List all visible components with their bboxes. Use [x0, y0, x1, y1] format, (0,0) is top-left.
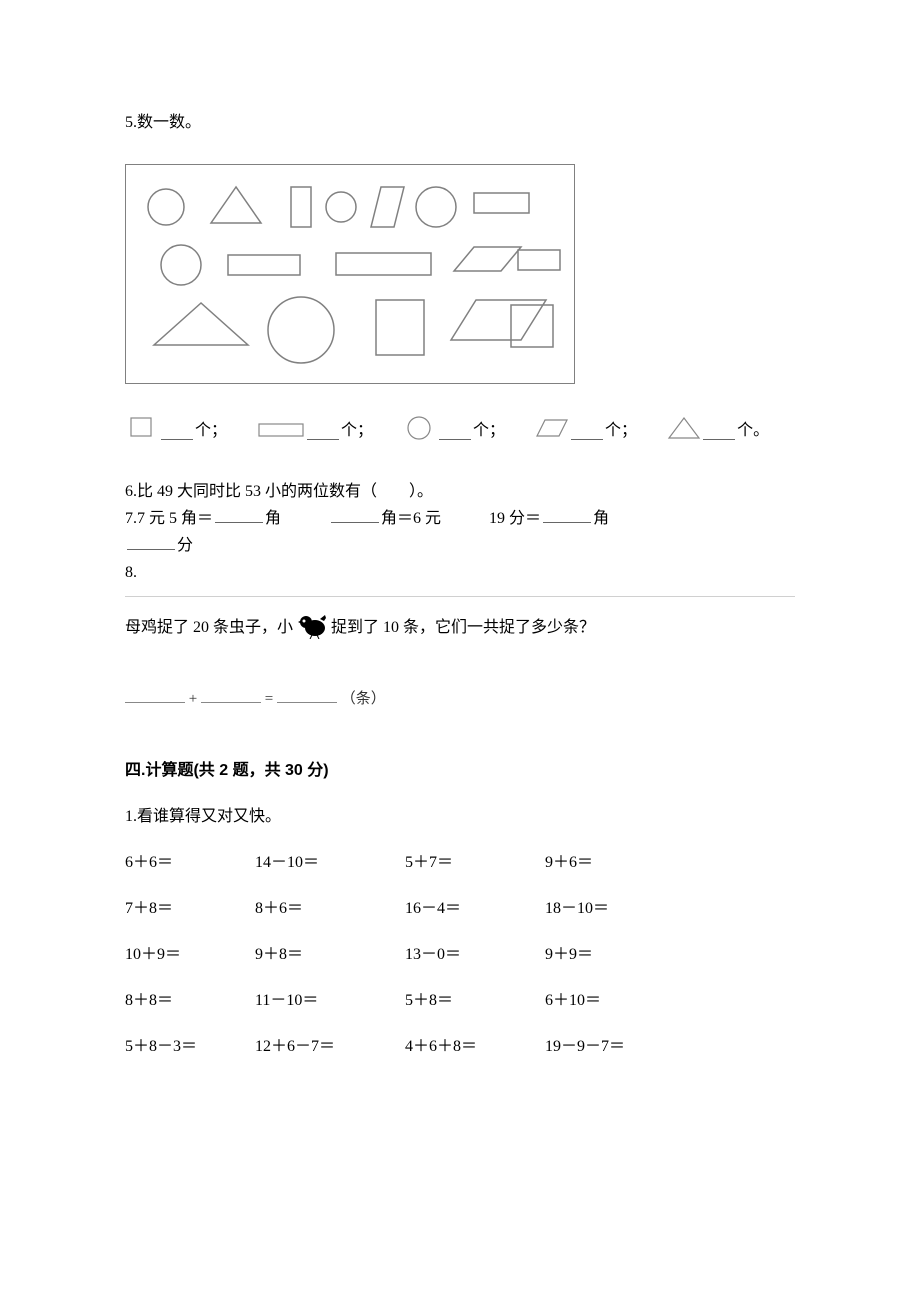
- circle-shape: [268, 297, 334, 363]
- q7-part2: 角＝6 元: [329, 505, 441, 532]
- answer-suffix: 个。: [737, 416, 769, 440]
- answer-item-parallelogram: 个；: [535, 414, 637, 440]
- q8-text-1: 母鸡捉了 20 条虫子，小: [125, 613, 293, 637]
- calc-row: 8＋8＝11－10＝ 5＋8＝6＋10＝: [125, 986, 795, 1010]
- circle-shape: [326, 192, 356, 222]
- calc-cell: 5＋8＝: [405, 986, 545, 1010]
- answer-suffix: 个；: [473, 416, 505, 440]
- q7-part3-prefix: 19 分＝: [489, 510, 541, 527]
- calc-cell: 13－0＝: [405, 940, 545, 964]
- q6-text: 6.比 49 大同时比 53 小的两位数有（ ）。: [125, 478, 795, 505]
- parallelogram-shape: [451, 300, 546, 340]
- blank: [125, 691, 185, 703]
- calc-cell: 8＋8＝: [125, 986, 255, 1010]
- calc-row: 5＋8－3＝12＋6－7＝ 4＋6＋8＝19－9－7＝: [125, 1032, 795, 1056]
- triangle-icon: [667, 414, 701, 440]
- q5-title: 5.数一数。: [125, 110, 795, 136]
- q7-part3-suffix: 分: [177, 537, 193, 554]
- calc-cell: 14－10＝: [255, 848, 405, 872]
- blank: [543, 522, 591, 523]
- circle-shape: [148, 189, 184, 225]
- section4-title: 四.计算题(共 2 题，共 30 分): [125, 756, 795, 780]
- divider: [125, 596, 795, 597]
- blank: [201, 691, 261, 703]
- rectangle-icon: [257, 414, 305, 440]
- calc-cell: 18－10＝: [545, 894, 685, 918]
- blank: [571, 439, 603, 440]
- shapes-svg: [126, 165, 576, 385]
- calc-row: 6＋6＝14－10＝5＋7＝9＋6＝: [125, 848, 795, 872]
- shapes-box: [125, 164, 575, 384]
- answer-item-rectangle: 个；: [257, 414, 373, 440]
- calc-row: 7＋8＝8＋6＝16－4＝18－10＝: [125, 894, 795, 918]
- q7-part1-suffix: 角: [265, 510, 281, 527]
- calc-cell: 11－10＝: [255, 986, 405, 1010]
- rect-shape: [376, 300, 424, 355]
- calc-cell: 9＋9＝: [545, 940, 685, 964]
- word-problem: 母鸡捉了 20 条虫子，小 捉到了 10 条，它们一共捉了多少条？: [125, 611, 795, 639]
- blank: [331, 522, 379, 523]
- q8-block: 母鸡捉了 20 条虫子，小 捉到了 10 条，它们一共捉了多少条？ + = （条…: [125, 611, 795, 708]
- answer-suffix: 个；: [605, 416, 637, 440]
- blank: [307, 439, 339, 440]
- calc-cell: 5＋7＝: [405, 848, 545, 872]
- blank: [161, 439, 193, 440]
- blank: [703, 439, 735, 440]
- rect-shape: [518, 250, 560, 270]
- calc-row: 10＋9＝ 9＋8＝13－0＝9＋9＝: [125, 940, 795, 964]
- answer-item-triangle: 个。: [667, 414, 769, 440]
- calc-cell: 12＋6－7＝: [255, 1032, 405, 1056]
- q7-part1-prefix: 7.7 元 5 角＝: [125, 510, 213, 527]
- circle-shape: [416, 187, 456, 227]
- q7-part3: 19 分＝ 角: [489, 505, 609, 532]
- calc-cell: 6＋10＝: [545, 986, 685, 1010]
- s4-q1-title: 1.看谁算得又对又快。: [125, 804, 795, 830]
- blank: [215, 522, 263, 523]
- chick-icon: [295, 611, 329, 639]
- triangle-shape: [154, 303, 248, 345]
- circle-shape: [161, 245, 201, 285]
- rect-shape: [336, 253, 431, 275]
- calc-grid: 6＋6＝14－10＝5＋7＝9＋6＝ 7＋8＝8＋6＝16－4＝18－10＝ 10＋…: [125, 848, 795, 1056]
- calc-cell: 9＋8＝: [255, 940, 405, 964]
- calc-cell: 5＋8－3＝: [125, 1032, 255, 1056]
- blank: [127, 549, 175, 550]
- answer-item-circle: 个；: [403, 414, 505, 440]
- rect-shape: [291, 187, 311, 227]
- calc-cell: 16－4＝: [405, 894, 545, 918]
- parallelogram-shape: [371, 187, 404, 227]
- calc-cell: 9＋6＝: [545, 848, 685, 872]
- equals-sign: =: [265, 691, 273, 707]
- blank: [277, 691, 337, 703]
- answer-item-square: 个；: [125, 414, 227, 440]
- q7-part3-mid: 角: [593, 510, 609, 527]
- calc-cell: 8＋6＝: [255, 894, 405, 918]
- fill-equation: + = （条）: [125, 687, 795, 708]
- answer-suffix: 个；: [341, 416, 373, 440]
- parallelogram-icon: [535, 414, 569, 440]
- q7-part2-suffix: 角＝6 元: [381, 510, 441, 527]
- equation-suffix: （条）: [341, 691, 386, 707]
- q7-line2: 分: [125, 532, 795, 559]
- plus-sign: +: [189, 691, 197, 707]
- answer-suffix: 个；: [195, 416, 227, 440]
- circle-icon: [403, 414, 437, 440]
- calc-cell: 19－9－7＝: [545, 1032, 685, 1056]
- triangle-shape: [211, 187, 261, 223]
- q8-label: 8.: [125, 559, 795, 586]
- rect-shape: [228, 255, 300, 275]
- calc-cell: 10＋9＝: [125, 940, 255, 964]
- q8-text-2: 捉到了 10 条，它们一共捉了多少条？: [331, 613, 595, 637]
- calc-cell: 4＋6＋8＝: [405, 1032, 545, 1056]
- square-icon: [125, 414, 159, 440]
- answer-row: 个； 个； 个； 个； 个。: [125, 414, 795, 440]
- q7-row: 7.7 元 5 角＝ 角 角＝6 元 19 分＝ 角: [125, 505, 795, 532]
- calc-cell: 7＋8＝: [125, 894, 255, 918]
- q7-part1: 7.7 元 5 角＝ 角: [125, 505, 281, 532]
- blank: [439, 439, 471, 440]
- rect-shape: [474, 193, 529, 213]
- parallelogram-shape: [454, 247, 521, 271]
- calc-cell: 6＋6＝: [125, 848, 255, 872]
